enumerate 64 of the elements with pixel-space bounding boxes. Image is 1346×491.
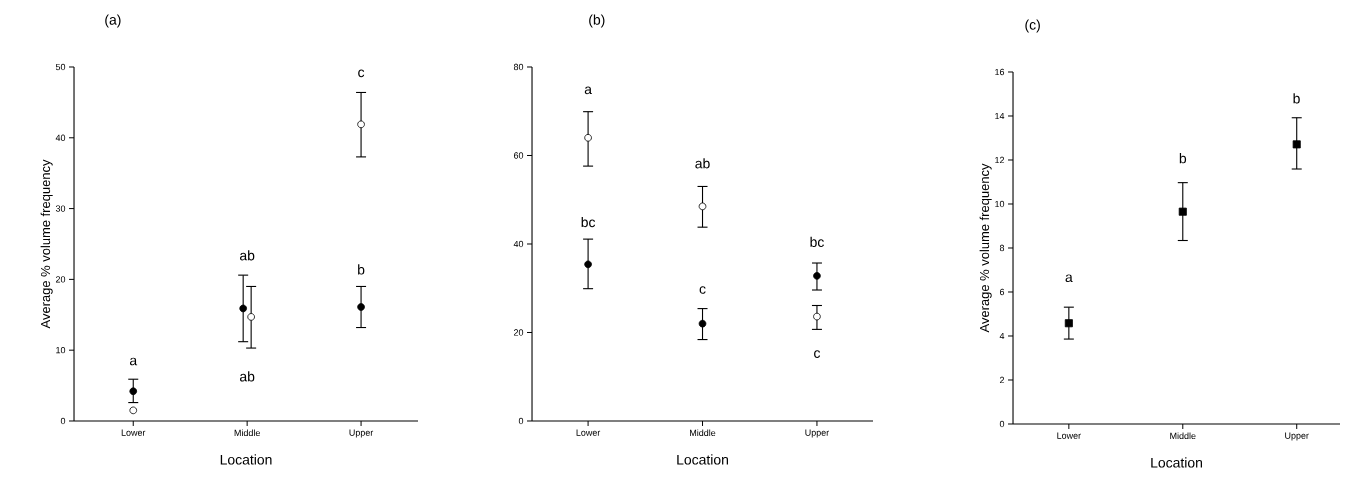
chart-title: (c)	[1025, 19, 1040, 33]
annotation: bc	[810, 236, 824, 247]
annotation: ab	[239, 371, 255, 382]
x-axis-title: Location	[1151, 457, 1202, 468]
x-axis-title: Location	[677, 454, 728, 465]
x-tick-label: Upper	[805, 429, 830, 438]
y-tick-label: 12	[995, 156, 1005, 164]
point	[698, 319, 707, 328]
annotation: bc	[581, 216, 596, 228]
y-tick-label: 0	[999, 420, 1005, 428]
annotation: c	[814, 350, 821, 358]
y-tick-label: 10	[56, 347, 66, 354]
y-tick-label: 40	[513, 240, 524, 248]
y-tick-label: 14	[995, 112, 1005, 120]
annotation: ab	[695, 158, 710, 169]
y-tick-label: 40	[55, 134, 66, 141]
annotation: ab	[239, 250, 255, 261]
x-tick-label: Upper	[349, 429, 374, 438]
y-tick-label: 8	[999, 244, 1005, 252]
chart-title: (b)	[589, 14, 605, 28]
annotation: a	[584, 86, 592, 95]
y-tick-label: 30	[55, 205, 66, 212]
x-tick-label: Lower	[121, 429, 146, 436]
annotation: b	[1179, 153, 1187, 164]
point	[1064, 319, 1073, 328]
point	[357, 120, 365, 129]
point	[813, 312, 821, 321]
point	[129, 406, 138, 415]
y-tick-label: 16	[995, 68, 1005, 76]
point	[813, 272, 821, 280]
y-tick-label: 0	[60, 417, 66, 425]
x-tick-label: Lower	[1057, 432, 1081, 439]
point	[584, 133, 592, 142]
annotation: a	[1065, 274, 1073, 283]
x-axis-title: Location	[220, 454, 272, 465]
y-tick-label: 0	[518, 417, 524, 425]
point	[584, 260, 592, 269]
y-tick-label: 60	[513, 152, 524, 159]
annotation: c	[699, 286, 706, 294]
x-tick-label: Upper	[1285, 432, 1309, 441]
point	[1292, 140, 1301, 149]
y-tick-label: 20	[55, 276, 66, 283]
annotation: c	[358, 69, 365, 78]
point	[698, 202, 707, 211]
y-tick-label: 2	[999, 376, 1005, 384]
x-tick-label: Middle	[690, 429, 716, 437]
x-tick-label: Middle	[1170, 432, 1196, 440]
y-tick-label: 50	[55, 63, 66, 71]
y-axis-title: Average % volume frequency	[979, 163, 992, 333]
y-tick-label: 10	[995, 200, 1005, 208]
chart-title: (a)	[105, 14, 121, 28]
point	[129, 387, 138, 396]
y-tick-label: 80	[513, 63, 524, 71]
point	[357, 303, 365, 311]
y-tick-label: 20	[513, 329, 524, 336]
x-tick-label: Lower	[576, 429, 601, 436]
annotation: a	[129, 357, 138, 366]
y-tick-label: 4	[999, 332, 1005, 340]
annotation: b	[1293, 93, 1300, 104]
annotation: b	[358, 264, 365, 275]
x-tick-label: Middle	[234, 429, 260, 437]
point	[1178, 207, 1187, 216]
y-tick-label: 6	[999, 288, 1005, 296]
y-axis-title: Average % volume frequency	[40, 159, 53, 329]
